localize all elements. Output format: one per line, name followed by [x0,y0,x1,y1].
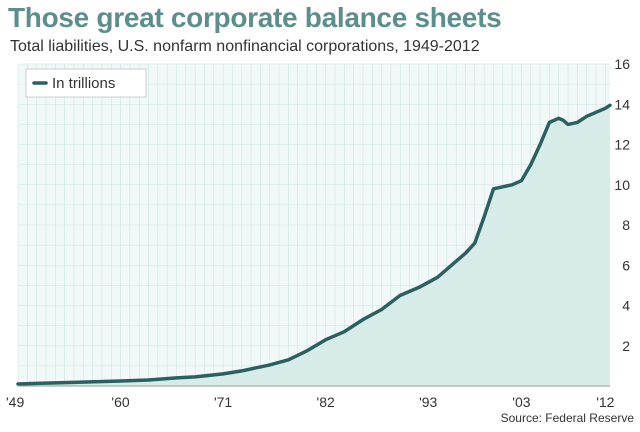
legend-label: In trillions [52,75,115,92]
x-axis-ticks: '49 '60 '71 '82 '93 '03 '12 [6,394,615,410]
chart-title: Those great corporate balance sheets [8,2,502,33]
y-tick-label: 16 [614,56,630,72]
x-tick-label: '82 [317,394,335,410]
y-tick-label: 10 [614,177,630,193]
y-tick-label: 2 [622,338,630,354]
liabilities-line [16,103,612,386]
y-tick-label: 8 [622,217,630,233]
y-tick-label: 6 [622,257,630,273]
y-tick-label: 4 [622,298,630,314]
y-tick-label: 14 [614,96,630,112]
x-tick-label: '60 [111,394,129,410]
liabilities-area [18,105,610,387]
x-tick-label: '71 [214,394,232,410]
x-tick-label: '03 [512,394,530,410]
source-note: Source: Federal Reserve [501,411,635,425]
x-tick-label: '49 [6,394,24,410]
y-axis-ticks: 2 4 6 8 10 12 14 16 [614,56,630,354]
x-tick-label: '12 [596,394,614,410]
y-tick-label: 12 [614,137,630,153]
legend: In trillions [25,68,147,98]
x-tick-label: '93 [419,394,437,410]
chart-subtitle: Total liabilities, U.S. nonfarm nonfinan… [10,38,480,55]
